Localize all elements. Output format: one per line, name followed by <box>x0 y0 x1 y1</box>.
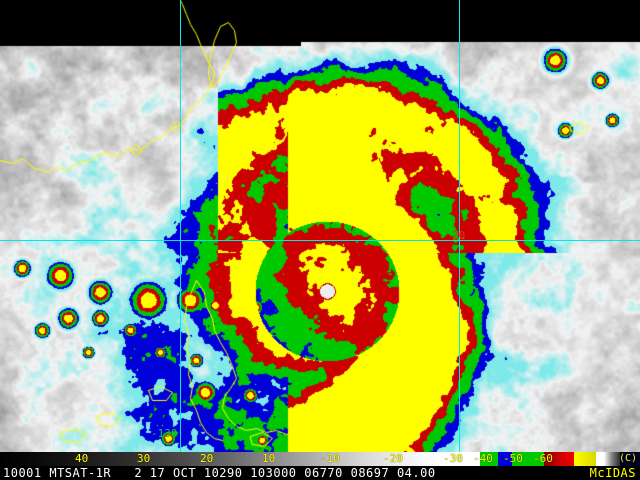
colorbar-segment <box>604 452 620 466</box>
colorbar-segment <box>596 452 604 466</box>
annotation-strip: 40 30 20 10 -10 -20 -30 -40 -50 -60 (C) 10001 MTS… <box>0 452 640 480</box>
colorbar-segment <box>526 452 544 466</box>
colorbar-tick-label: -60 <box>533 452 553 465</box>
colorbar-tick-label: -40 <box>473 452 493 465</box>
graticule-meridian <box>180 0 181 452</box>
colorbar-segment <box>620 452 640 466</box>
colorbar-segment <box>480 452 498 466</box>
colorbar-tick-label: 40 <box>75 452 89 465</box>
colorbar-unit-label: (C) <box>618 453 637 464</box>
colorbar-segment <box>0 452 480 466</box>
colorbar-tick-label: -50 <box>503 452 523 465</box>
temperature-colorbar: 40 30 20 10 -10 -20 -30 -40 -50 -60 <box>0 452 640 466</box>
colorbar-segment <box>498 452 512 466</box>
colorbar-tick-label: 20 <box>200 452 214 465</box>
satellite-image <box>0 0 640 452</box>
graticule-parallel <box>0 240 640 241</box>
image-info-text: 10001 MTSAT-1R 2 17 OCT 10290 103000 067… <box>3 466 436 480</box>
graticule-label: 20 <box>452 229 466 242</box>
colorbar-tick-label: 30 <box>137 452 151 465</box>
colorbar-tick-label: -20 <box>383 452 403 465</box>
graticule-label: -130 <box>151 427 178 440</box>
colorbar-segment <box>574 452 596 466</box>
image-info-line: 10001 MTSAT-1R 2 17 OCT 10290 103000 067… <box>0 466 640 480</box>
mcidas-logo-text: McIDAS <box>589 466 636 480</box>
satellite-image-panel: 20 -130 <box>0 0 640 452</box>
colorbar-tick-label: -30 <box>443 452 463 465</box>
colorbar-tick-label: 10 <box>262 452 276 465</box>
graticule-meridian <box>459 0 460 452</box>
colorbar-segment <box>544 452 574 466</box>
colorbar-segment <box>512 452 526 466</box>
colorbar-tick-label: -10 <box>320 452 340 465</box>
